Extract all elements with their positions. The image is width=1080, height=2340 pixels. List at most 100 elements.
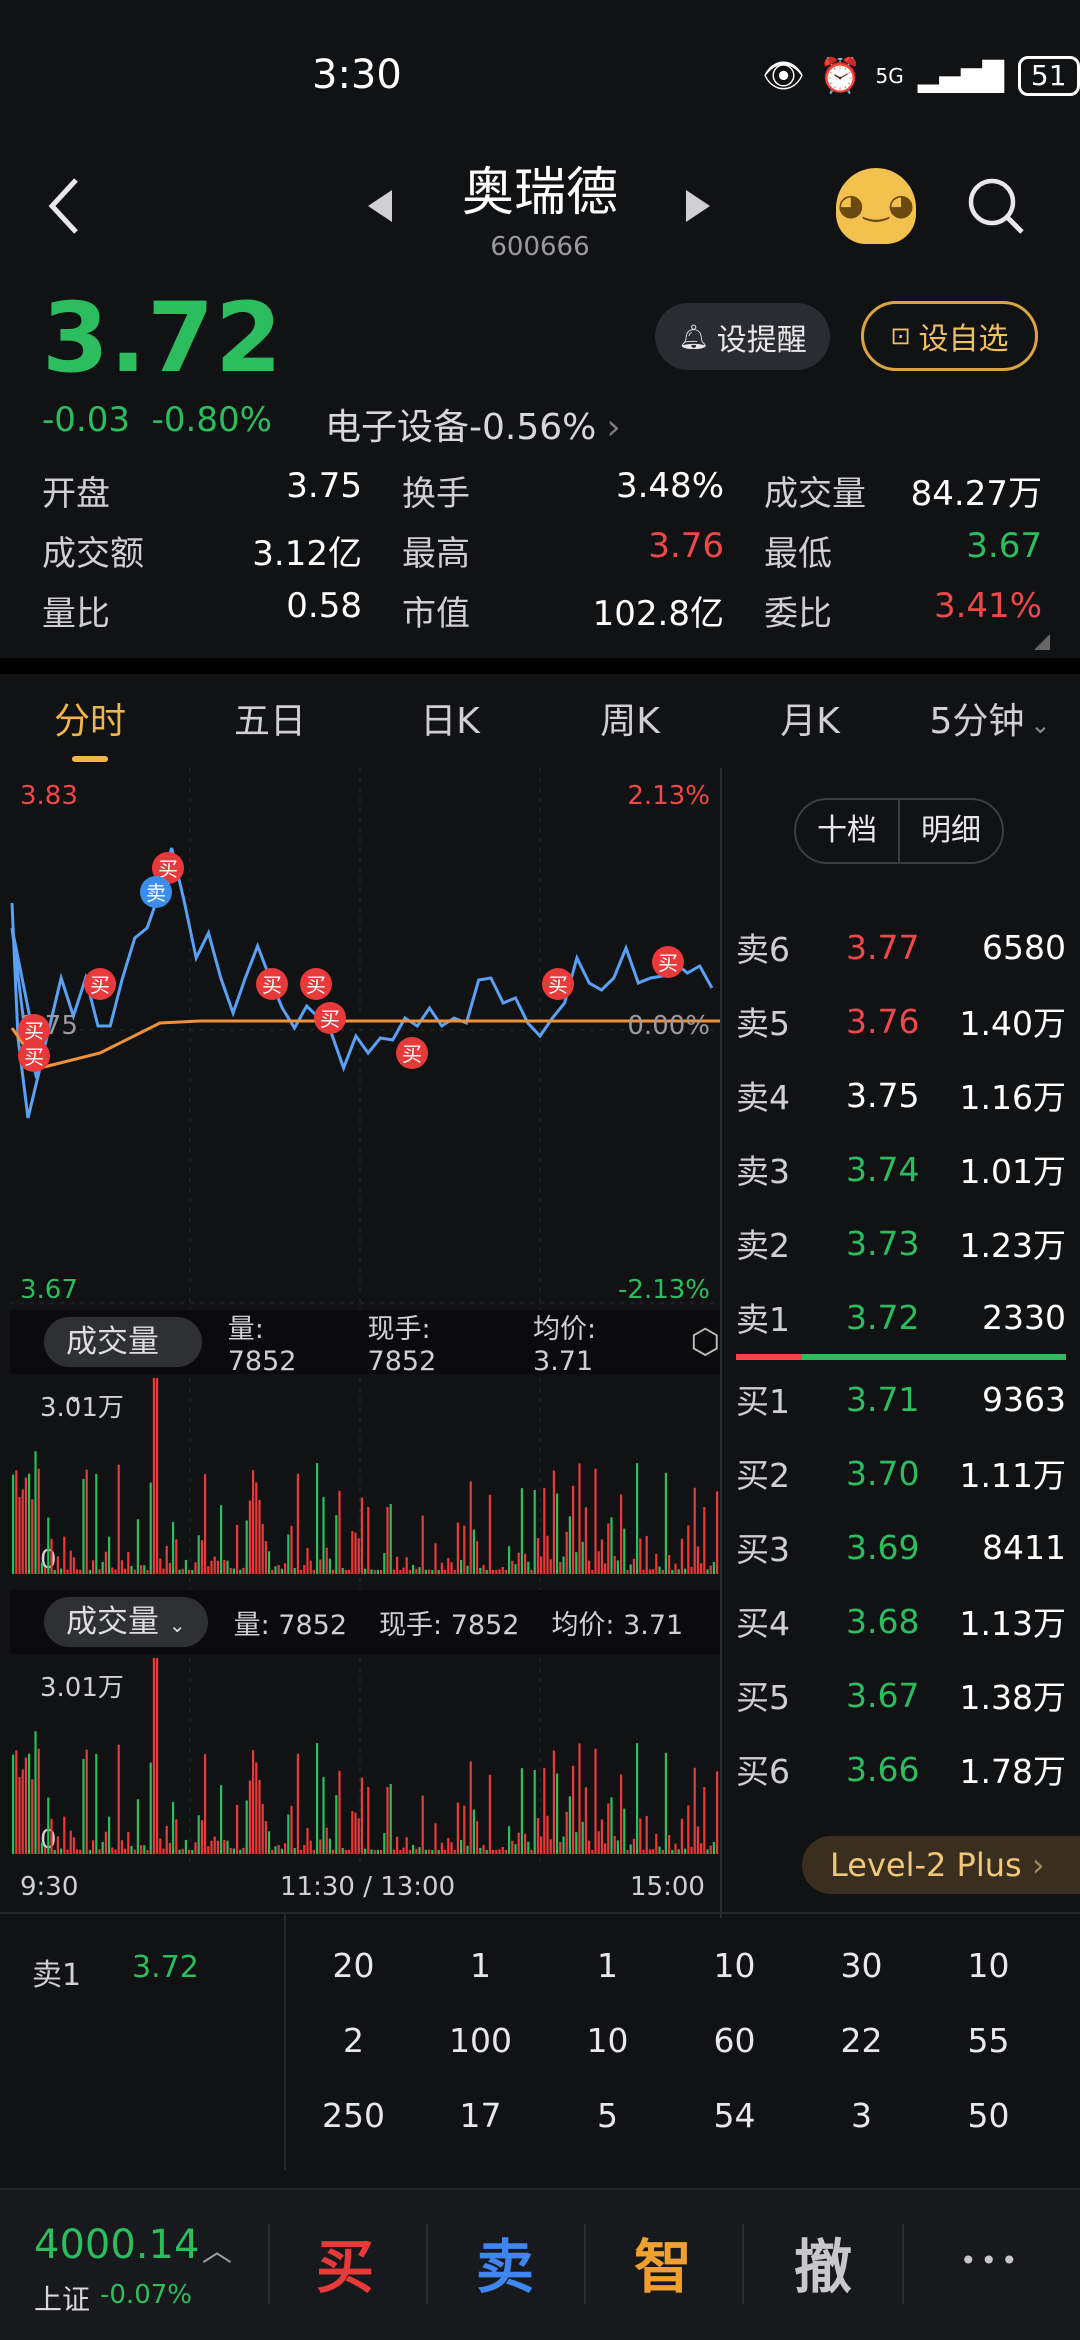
volume-bar	[354, 1532, 357, 1574]
volume-bar	[284, 1563, 287, 1574]
stat-value: 102.8亿	[592, 593, 724, 634]
tab-1[interactable]: 五日	[180, 674, 360, 770]
volume-bar	[616, 1840, 619, 1854]
status-time: 3:30	[312, 52, 402, 98]
tab-4[interactable]: 月K	[720, 674, 900, 770]
volume-bar	[556, 1773, 559, 1854]
chevron-up-icon[interactable]: ︿	[202, 2234, 232, 2269]
volume-bar	[479, 1847, 482, 1854]
prev-stock-icon[interactable]	[368, 190, 392, 222]
volume-bar	[600, 1819, 603, 1854]
volume-bar	[415, 1848, 418, 1854]
stat-label: 市值	[402, 593, 470, 634]
next-stock-icon[interactable]	[686, 190, 710, 222]
sell-button[interactable]: 卖	[476, 2233, 535, 2301]
volume-bar	[111, 1847, 114, 1854]
volume-bar	[104, 1551, 107, 1574]
expand-corner-icon[interactable]	[1034, 634, 1050, 650]
orderbook-row[interactable]: 卖6 3.77 6580	[736, 910, 1066, 984]
set-alert-button[interactable]: 🔔︎ 设提醒	[655, 303, 830, 370]
tab-5[interactable]: 5分钟 ⌄	[900, 674, 1080, 770]
volume-bar	[453, 1849, 456, 1854]
queue-cell: 10	[713, 1946, 756, 1985]
volume-bar	[709, 1565, 712, 1574]
volume-indicator-select-2[interactable]: 成交量 ⌄	[44, 1597, 208, 1647]
orderbook-row[interactable]: 卖2 3.73 1.23万	[736, 1206, 1066, 1280]
smart-order-button[interactable]: 智	[634, 2233, 693, 2301]
volume-bar	[591, 1569, 594, 1574]
volume-bar	[319, 1559, 322, 1574]
tab-0[interactable]: 分时	[0, 674, 180, 770]
tab-3[interactable]: 周K	[540, 674, 720, 770]
orderbook-vol: 1.11万	[959, 1456, 1066, 1495]
more-icon[interactable]: •••	[960, 2244, 1022, 2277]
avg-stat-2: 均价: 3.71	[551, 1609, 684, 1641]
volume-bar	[280, 1848, 283, 1854]
orderbook-vol: 1.23万	[959, 1226, 1066, 1265]
volume-bar	[597, 1831, 600, 1854]
tab-2[interactable]: 日K	[360, 674, 540, 770]
volume-bar	[524, 1553, 527, 1574]
volume-bar	[559, 1842, 562, 1854]
sector-link[interactable]: 电子设备-0.56% ›	[325, 398, 621, 450]
orderbook-vol: 1.13万	[959, 1604, 1066, 1643]
volume-bar	[418, 1567, 421, 1574]
stat-value: 3.67	[966, 525, 1042, 566]
sell-marker	[140, 876, 172, 908]
buy-button[interactable]: 买	[316, 2233, 375, 2301]
volume-bar	[37, 1748, 40, 1854]
volume-bar	[300, 1570, 303, 1574]
tab-ten-levels[interactable]: 十档	[796, 800, 900, 862]
volume-bar	[287, 1534, 290, 1574]
volume-bar	[434, 1543, 437, 1574]
queue-cell: 54	[713, 2096, 756, 2135]
volume-bar	[92, 1560, 95, 1574]
volume-bar	[636, 1463, 639, 1574]
orderbook-row[interactable]: 买3 3.69 8411	[736, 1510, 1066, 1584]
search-icon[interactable]	[966, 176, 1026, 236]
volume-bar	[162, 1568, 165, 1574]
level2-button[interactable]: Level-2 Plus ›	[802, 1836, 1080, 1894]
volume-bar	[335, 1515, 338, 1574]
cancel-order-button[interactable]: 撤	[794, 2233, 853, 2301]
orderbook-row[interactable]: 卖4 3.75 1.16万	[736, 1058, 1066, 1132]
orderbook-row[interactable]: 买2 3.70 1.11万	[736, 1436, 1066, 1510]
orderbook-row[interactable]: 卖5 3.76 1.40万	[736, 984, 1066, 1058]
volume-bar	[514, 1564, 517, 1574]
volume-stat: 量: 7852	[227, 1314, 297, 1377]
back-icon[interactable]	[46, 176, 82, 236]
volume-bar	[389, 1784, 392, 1854]
volume-bar	[540, 1836, 543, 1854]
volume-bar	[303, 1564, 306, 1574]
volume-bar	[645, 1815, 648, 1854]
queue-detail	[0, 1912, 1080, 2170]
volume-indicator-select[interactable]: 成交量 ⌄	[44, 1317, 202, 1407]
stat-cell: 开盘 3.75	[42, 466, 402, 515]
volume-bar	[338, 1490, 341, 1574]
volume-bar	[402, 1567, 405, 1574]
orderbook-row[interactable]: 买6 3.66 1.78万	[736, 1732, 1066, 1806]
orderbook-row[interactable]: 买5 3.67 1.38万	[736, 1658, 1066, 1732]
settings-icon[interactable]: ⬡	[690, 1322, 720, 1362]
volume-bar	[690, 1846, 693, 1854]
volume-bar	[175, 1819, 178, 1854]
volume-bar	[200, 1540, 203, 1574]
volume-bar	[178, 1569, 181, 1574]
orderbook-row[interactable]: 卖1 3.72 2330	[736, 1280, 1066, 1354]
mascot-icon[interactable]: ◕‿◕	[836, 168, 916, 244]
volume-bar	[213, 1556, 216, 1574]
volume-bar	[402, 1847, 405, 1854]
orderbook-label: 买4	[736, 1604, 790, 1643]
volume-bar	[386, 1506, 389, 1574]
orderbook-row[interactable]: 买1 3.71 9363	[736, 1362, 1066, 1436]
volume-bar	[447, 1557, 450, 1574]
volume-bar	[639, 1538, 642, 1574]
volume-bar	[642, 1849, 645, 1854]
volume-bar	[639, 1818, 642, 1854]
index-value[interactable]: 4000.14	[34, 2222, 200, 2268]
orderbook-row[interactable]: 买4 3.68 1.13万	[736, 1584, 1066, 1658]
orderbook-row[interactable]: 卖3 3.74 1.01万	[736, 1132, 1066, 1206]
volume-bar	[456, 1522, 459, 1574]
add-watchlist-button[interactable]: ⊡ 设自选	[861, 301, 1038, 371]
tab-details[interactable]: 明细	[921, 813, 981, 848]
